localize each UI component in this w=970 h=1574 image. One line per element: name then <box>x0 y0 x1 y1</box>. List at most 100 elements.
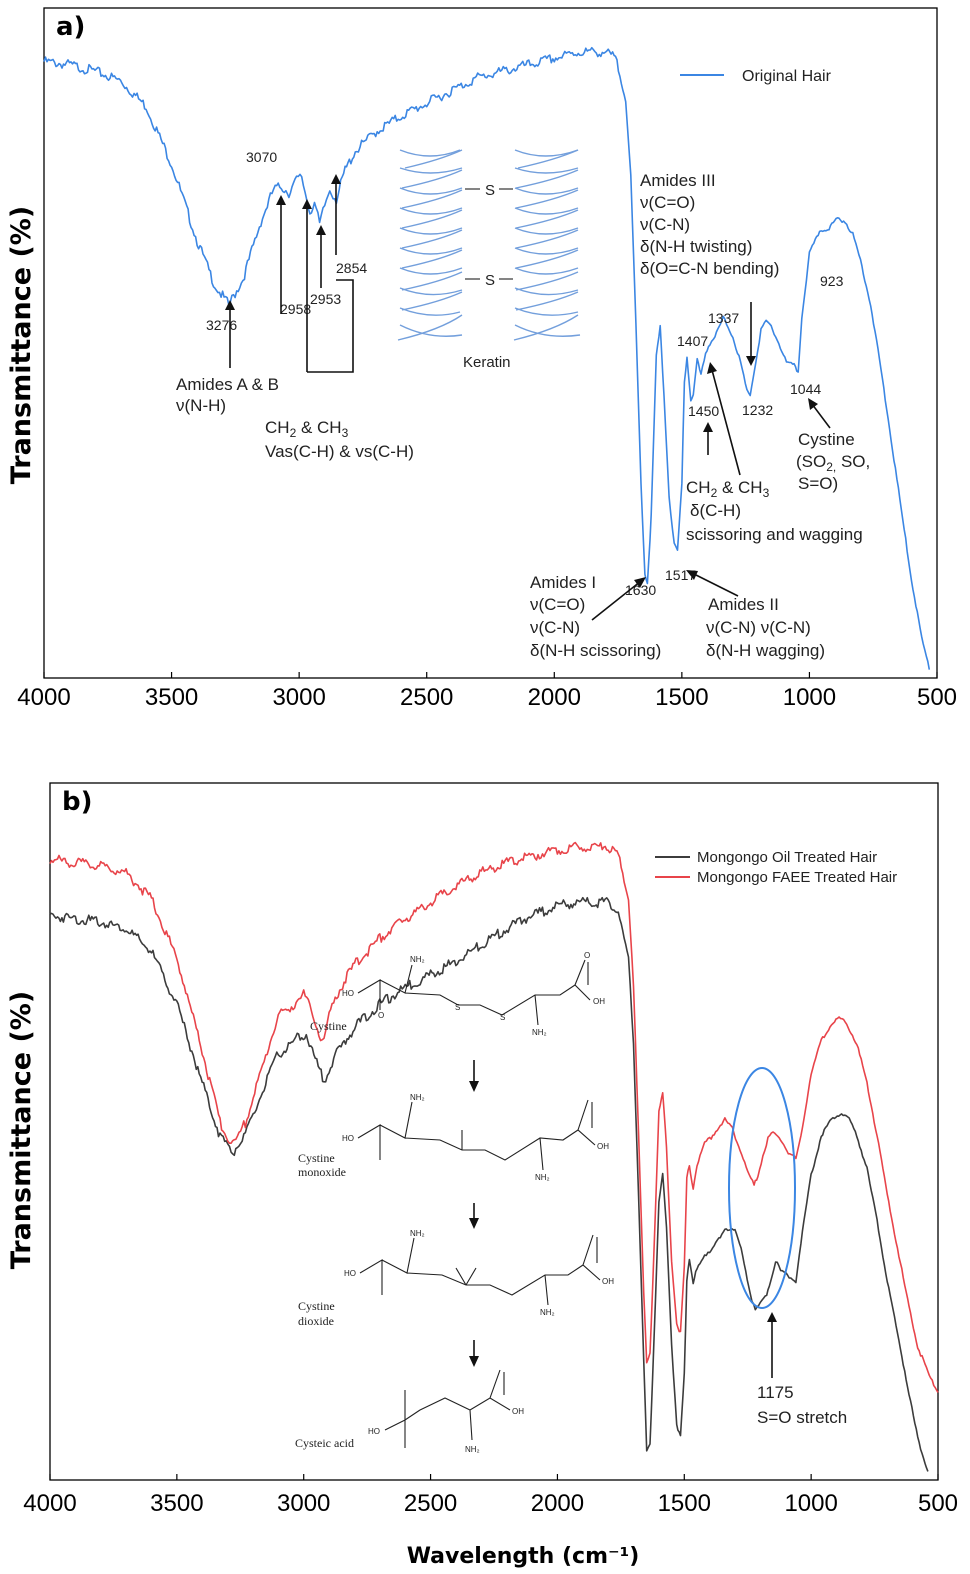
atom-nh2-5: NH₂ <box>410 1229 425 1238</box>
panel-b-xlabel: Wavelength (cm⁻¹) <box>407 1544 640 1569</box>
x-tick-label-2500: 2500 <box>400 684 453 711</box>
atom-oh-2: OH <box>597 1142 609 1151</box>
x-tick-label-500: 500 <box>918 1490 958 1517</box>
amides-iii-line3: ν(C-N) <box>640 215 690 234</box>
panel-a-x-ticks: 4000 3500 3000 2500 2000 1500 1000 500 <box>17 672 957 711</box>
panel-b-label: b) <box>62 787 93 817</box>
panel-b-frame <box>49 782 939 1481</box>
panel-a-series <box>43 46 931 670</box>
atom-ho-3: HO <box>344 1269 356 1278</box>
ch-stretch-line1: CH2 & CH3 <box>265 418 349 440</box>
cystine-line1: Cystine <box>798 430 855 449</box>
peak-3276: 3276 <box>206 317 237 333</box>
so-stretch-label: S=O stretch <box>757 1408 847 1427</box>
annotation-amides-iii: Amides III ν(C=O) ν(C-N) δ(N-H twisting)… <box>640 171 779 278</box>
ch-bend-line2: δ(C-H) <box>690 501 741 520</box>
scheme-label-cystine-monoxide-2: monoxide <box>298 1165 346 1179</box>
panel-b-ylabel: Transmittance (%) <box>6 991 37 1269</box>
annotation-cystine: Cystine (SO2, SO, S=O) <box>796 430 870 493</box>
series-line-original-hair <box>43 46 931 670</box>
atom-nh2-2: NH₂ <box>532 1028 547 1037</box>
x-tick-label-1000: 1000 <box>784 1490 837 1517</box>
atom-ho-4: HO <box>368 1427 380 1436</box>
atom-oh-4: OH <box>512 1407 524 1416</box>
atom-nh2-4: NH₂ <box>535 1173 550 1182</box>
molecule-cystine-dioxide <box>359 1234 601 1306</box>
peak-1450: 1450 <box>688 403 719 419</box>
so-stretch-arrowhead <box>767 1312 777 1322</box>
amides-ii-line2: ν(C-N) ν(C-N) <box>706 618 811 637</box>
panel-b: b) Transmittance (%) Wavelength (cm⁻¹) 4… <box>6 782 958 1569</box>
scheme-label-cystine: Cystine <box>310 1019 347 1033</box>
panel-a-legend: Original Hair <box>680 68 832 85</box>
atom-ho-2: HO <box>342 1134 354 1143</box>
annotation-amides-i: Amides I ν(C=O) ν(C-N) δ(N-H scissoring) <box>530 573 661 660</box>
legend-label-faee: Mongongo FAEE Treated Hair <box>697 869 897 886</box>
amides-i-line4: δ(N-H scissoring) <box>530 641 661 660</box>
panel-b-x-ticks: 4000 3500 3000 2500 2000 1500 1000 500 <box>23 1474 958 1517</box>
x-tick-label-3500: 3500 <box>150 1490 203 1517</box>
cystine-line2: (SO2, SO, <box>796 452 870 474</box>
scheme-label-cystine-dioxide-2: dioxide <box>298 1314 334 1328</box>
x-tick-label-2500: 2500 <box>404 1490 457 1517</box>
peak-923: 923 <box>820 273 844 289</box>
peak-2958: 2958 <box>280 301 311 317</box>
peak-1337: 1337 <box>708 310 739 326</box>
peak-2854: 2854 <box>336 260 367 276</box>
amides-iii-line2: ν(C=O) <box>640 193 695 212</box>
x-tick-label-2000: 2000 <box>531 1490 584 1517</box>
amides-ii-line1: Amides II <box>708 595 779 614</box>
atom-o-2: O <box>584 951 590 960</box>
highlight-ellipse <box>728 1067 796 1309</box>
series-line-mongongo-oil-treated-hair <box>49 896 929 1472</box>
panel-a-arrows <box>225 174 831 621</box>
atom-ho: HO <box>342 989 354 998</box>
x-tick-label-4000: 4000 <box>23 1490 76 1517</box>
amides-iii-line5: δ(O=C-N bending) <box>640 259 779 278</box>
peak-2953: 2953 <box>310 291 341 307</box>
annotation-amides-ii: Amides II ν(C-N) ν(C-N) δ(N-H wagging) <box>706 595 825 660</box>
keratin-helix-right <box>513 149 581 341</box>
disulfide-s-1: S <box>485 182 495 199</box>
annotation-ch-bend: CH2 & CH3 δ(C-H) scissoring and wagging <box>686 478 863 544</box>
keratin-caption: Keratin <box>463 354 511 371</box>
ch-bend-line1: CH2 & CH3 <box>686 478 770 500</box>
scheme-label-cystine-dioxide-1: Cystine <box>298 1299 335 1313</box>
molecule-cystine-monoxide <box>357 1099 596 1171</box>
x-tick-label-4000: 4000 <box>17 684 70 711</box>
peak-1630: 1630 <box>625 582 656 598</box>
peak-1232: 1232 <box>742 402 773 418</box>
atom-s-2: S <box>500 1013 505 1022</box>
x-tick-label-3000: 3000 <box>277 1490 330 1517</box>
atom-nh2-6: NH₂ <box>540 1308 555 1317</box>
legend-label-original-hair: Original Hair <box>742 68 832 85</box>
panel-b-legend: Mongongo Oil Treated Hair Mongongo FAEE … <box>655 849 897 886</box>
disulfide-bond-2: S <box>465 272 513 289</box>
atom-nh2: NH₂ <box>410 955 425 964</box>
peak-3070: 3070 <box>246 149 277 165</box>
ch-bend-line3: scissoring and wagging <box>686 525 863 544</box>
ch-stretch-line2: Vas(C-H) & vs(C-H) <box>265 442 414 461</box>
scheme-label-cysteic-acid: Cysteic acid <box>295 1436 354 1450</box>
panel-a-ylabel: Transmittance (%) <box>6 206 37 484</box>
keratin-inset <box>397 149 581 341</box>
annotation-amides-ab: Amides A & B ν(N-H) <box>176 375 279 415</box>
atom-o: O <box>378 1011 384 1020</box>
atom-s: S <box>455 1003 460 1012</box>
scheme-atoms: NH₂ HO O S S O OH NH₂ NH₂ HO OH NH₂ NH₂ … <box>342 951 614 1454</box>
peak-1407: 1407 <box>677 333 708 349</box>
x-tick-label-500: 500 <box>917 684 957 711</box>
disulfide-s-2: S <box>485 272 495 289</box>
molecule-cysteic-acid <box>384 1369 511 1448</box>
amides-iii-line1: Amides III <box>640 171 716 190</box>
cystine-line3: S=O) <box>798 474 838 493</box>
x-tick-label-3000: 3000 <box>272 684 325 711</box>
amides-ii-line3: δ(N-H wagging) <box>706 641 825 660</box>
scheme-label-cystine-monoxide-1: Cystine <box>298 1151 335 1165</box>
legend-label-oil: Mongongo Oil Treated Hair <box>697 849 877 866</box>
panel-b-series <box>49 841 939 1472</box>
peak-1044: 1044 <box>790 381 821 397</box>
atom-oh-3: OH <box>602 1277 614 1286</box>
keratin-helix-left <box>397 149 463 341</box>
